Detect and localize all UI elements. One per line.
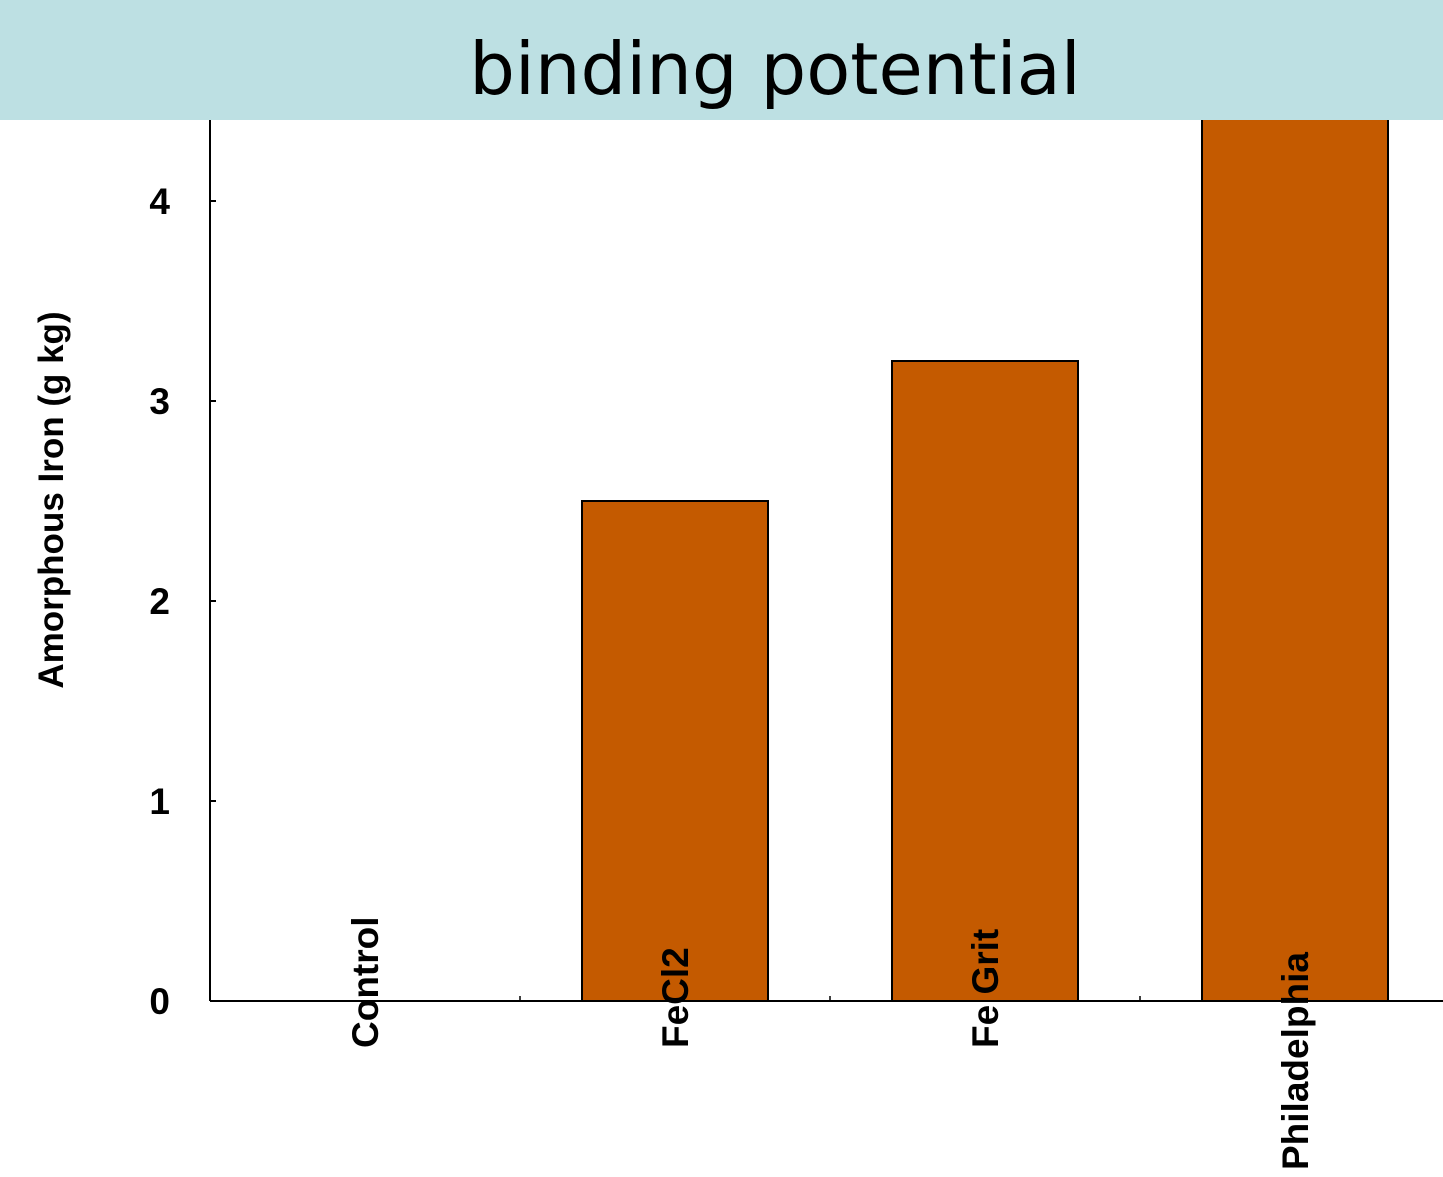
- bar-fe-grit: [891, 360, 1079, 1002]
- banner-title: binding potential: [469, 27, 1081, 111]
- y-axis-title: Amorphous Iron (g kg): [32, 311, 71, 688]
- bars: [581, 100, 1389, 1002]
- category-label: Control: [345, 916, 386, 1048]
- bar-fecl2: [581, 500, 769, 1002]
- category-label: Philadelphia: [1275, 952, 1316, 1170]
- bar-philadelphia: [1201, 100, 1389, 1002]
- category-label: Fe Grit: [965, 929, 1006, 1048]
- y-tick-label: 3: [149, 381, 170, 422]
- category-labels: Control FeCl2 Fe Grit Philadelphia: [345, 916, 1316, 1170]
- y-tick-label: 4: [149, 181, 170, 222]
- y-tick-label: 2: [149, 581, 170, 622]
- title-banner: [0, 0, 1443, 120]
- y-tick-label: 0: [149, 981, 170, 1022]
- category-label: FeCl2: [655, 947, 696, 1048]
- y-tick-label: 1: [149, 781, 170, 822]
